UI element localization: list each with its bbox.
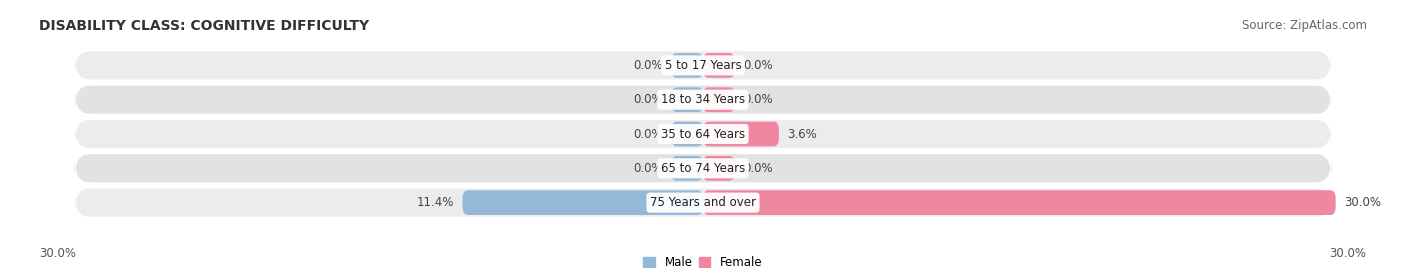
Text: 0.0%: 0.0% — [744, 93, 773, 106]
FancyBboxPatch shape — [75, 154, 1331, 182]
FancyBboxPatch shape — [75, 189, 1331, 217]
Text: DISABILITY CLASS: COGNITIVE DIFFICULTY: DISABILITY CLASS: COGNITIVE DIFFICULTY — [39, 19, 370, 33]
FancyBboxPatch shape — [703, 122, 779, 146]
Text: 11.4%: 11.4% — [416, 196, 454, 209]
Text: 30.0%: 30.0% — [39, 247, 76, 260]
Text: 0.0%: 0.0% — [633, 93, 664, 106]
Text: 0.0%: 0.0% — [744, 162, 773, 175]
FancyBboxPatch shape — [672, 87, 703, 112]
Text: 5 to 17 Years: 5 to 17 Years — [665, 59, 741, 72]
Text: 65 to 74 Years: 65 to 74 Years — [661, 162, 745, 175]
Text: Source: ZipAtlas.com: Source: ZipAtlas.com — [1241, 19, 1367, 32]
Text: 0.0%: 0.0% — [633, 128, 664, 140]
Text: 35 to 64 Years: 35 to 64 Years — [661, 128, 745, 140]
FancyBboxPatch shape — [703, 53, 734, 78]
FancyBboxPatch shape — [75, 86, 1331, 114]
FancyBboxPatch shape — [75, 51, 1331, 79]
FancyBboxPatch shape — [463, 190, 703, 215]
Text: 30.0%: 30.0% — [1330, 247, 1367, 260]
Text: 0.0%: 0.0% — [744, 59, 773, 72]
FancyBboxPatch shape — [703, 156, 734, 181]
Text: 75 Years and over: 75 Years and over — [650, 196, 756, 209]
FancyBboxPatch shape — [703, 190, 1336, 215]
Legend: Male, Female: Male, Female — [638, 251, 768, 268]
Text: 18 to 34 Years: 18 to 34 Years — [661, 93, 745, 106]
FancyBboxPatch shape — [672, 53, 703, 78]
FancyBboxPatch shape — [75, 120, 1331, 148]
Text: 3.6%: 3.6% — [787, 128, 817, 140]
Text: 0.0%: 0.0% — [633, 162, 664, 175]
FancyBboxPatch shape — [672, 156, 703, 181]
Text: 30.0%: 30.0% — [1344, 196, 1381, 209]
FancyBboxPatch shape — [672, 122, 703, 146]
Text: 0.0%: 0.0% — [633, 59, 664, 72]
FancyBboxPatch shape — [703, 87, 734, 112]
